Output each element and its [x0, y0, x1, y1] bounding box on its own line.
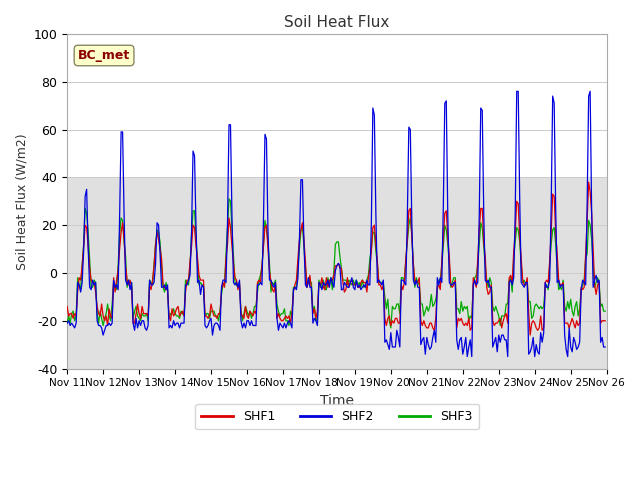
Y-axis label: Soil Heat Flux (W/m2): Soil Heat Flux (W/m2)	[15, 133, 28, 270]
Title: Soil Heat Flux: Soil Heat Flux	[284, 15, 390, 30]
Text: BC_met: BC_met	[78, 49, 130, 62]
X-axis label: Time: Time	[320, 394, 354, 408]
Legend: SHF1, SHF2, SHF3: SHF1, SHF2, SHF3	[195, 404, 479, 429]
Bar	[67, 177, 607, 369]
